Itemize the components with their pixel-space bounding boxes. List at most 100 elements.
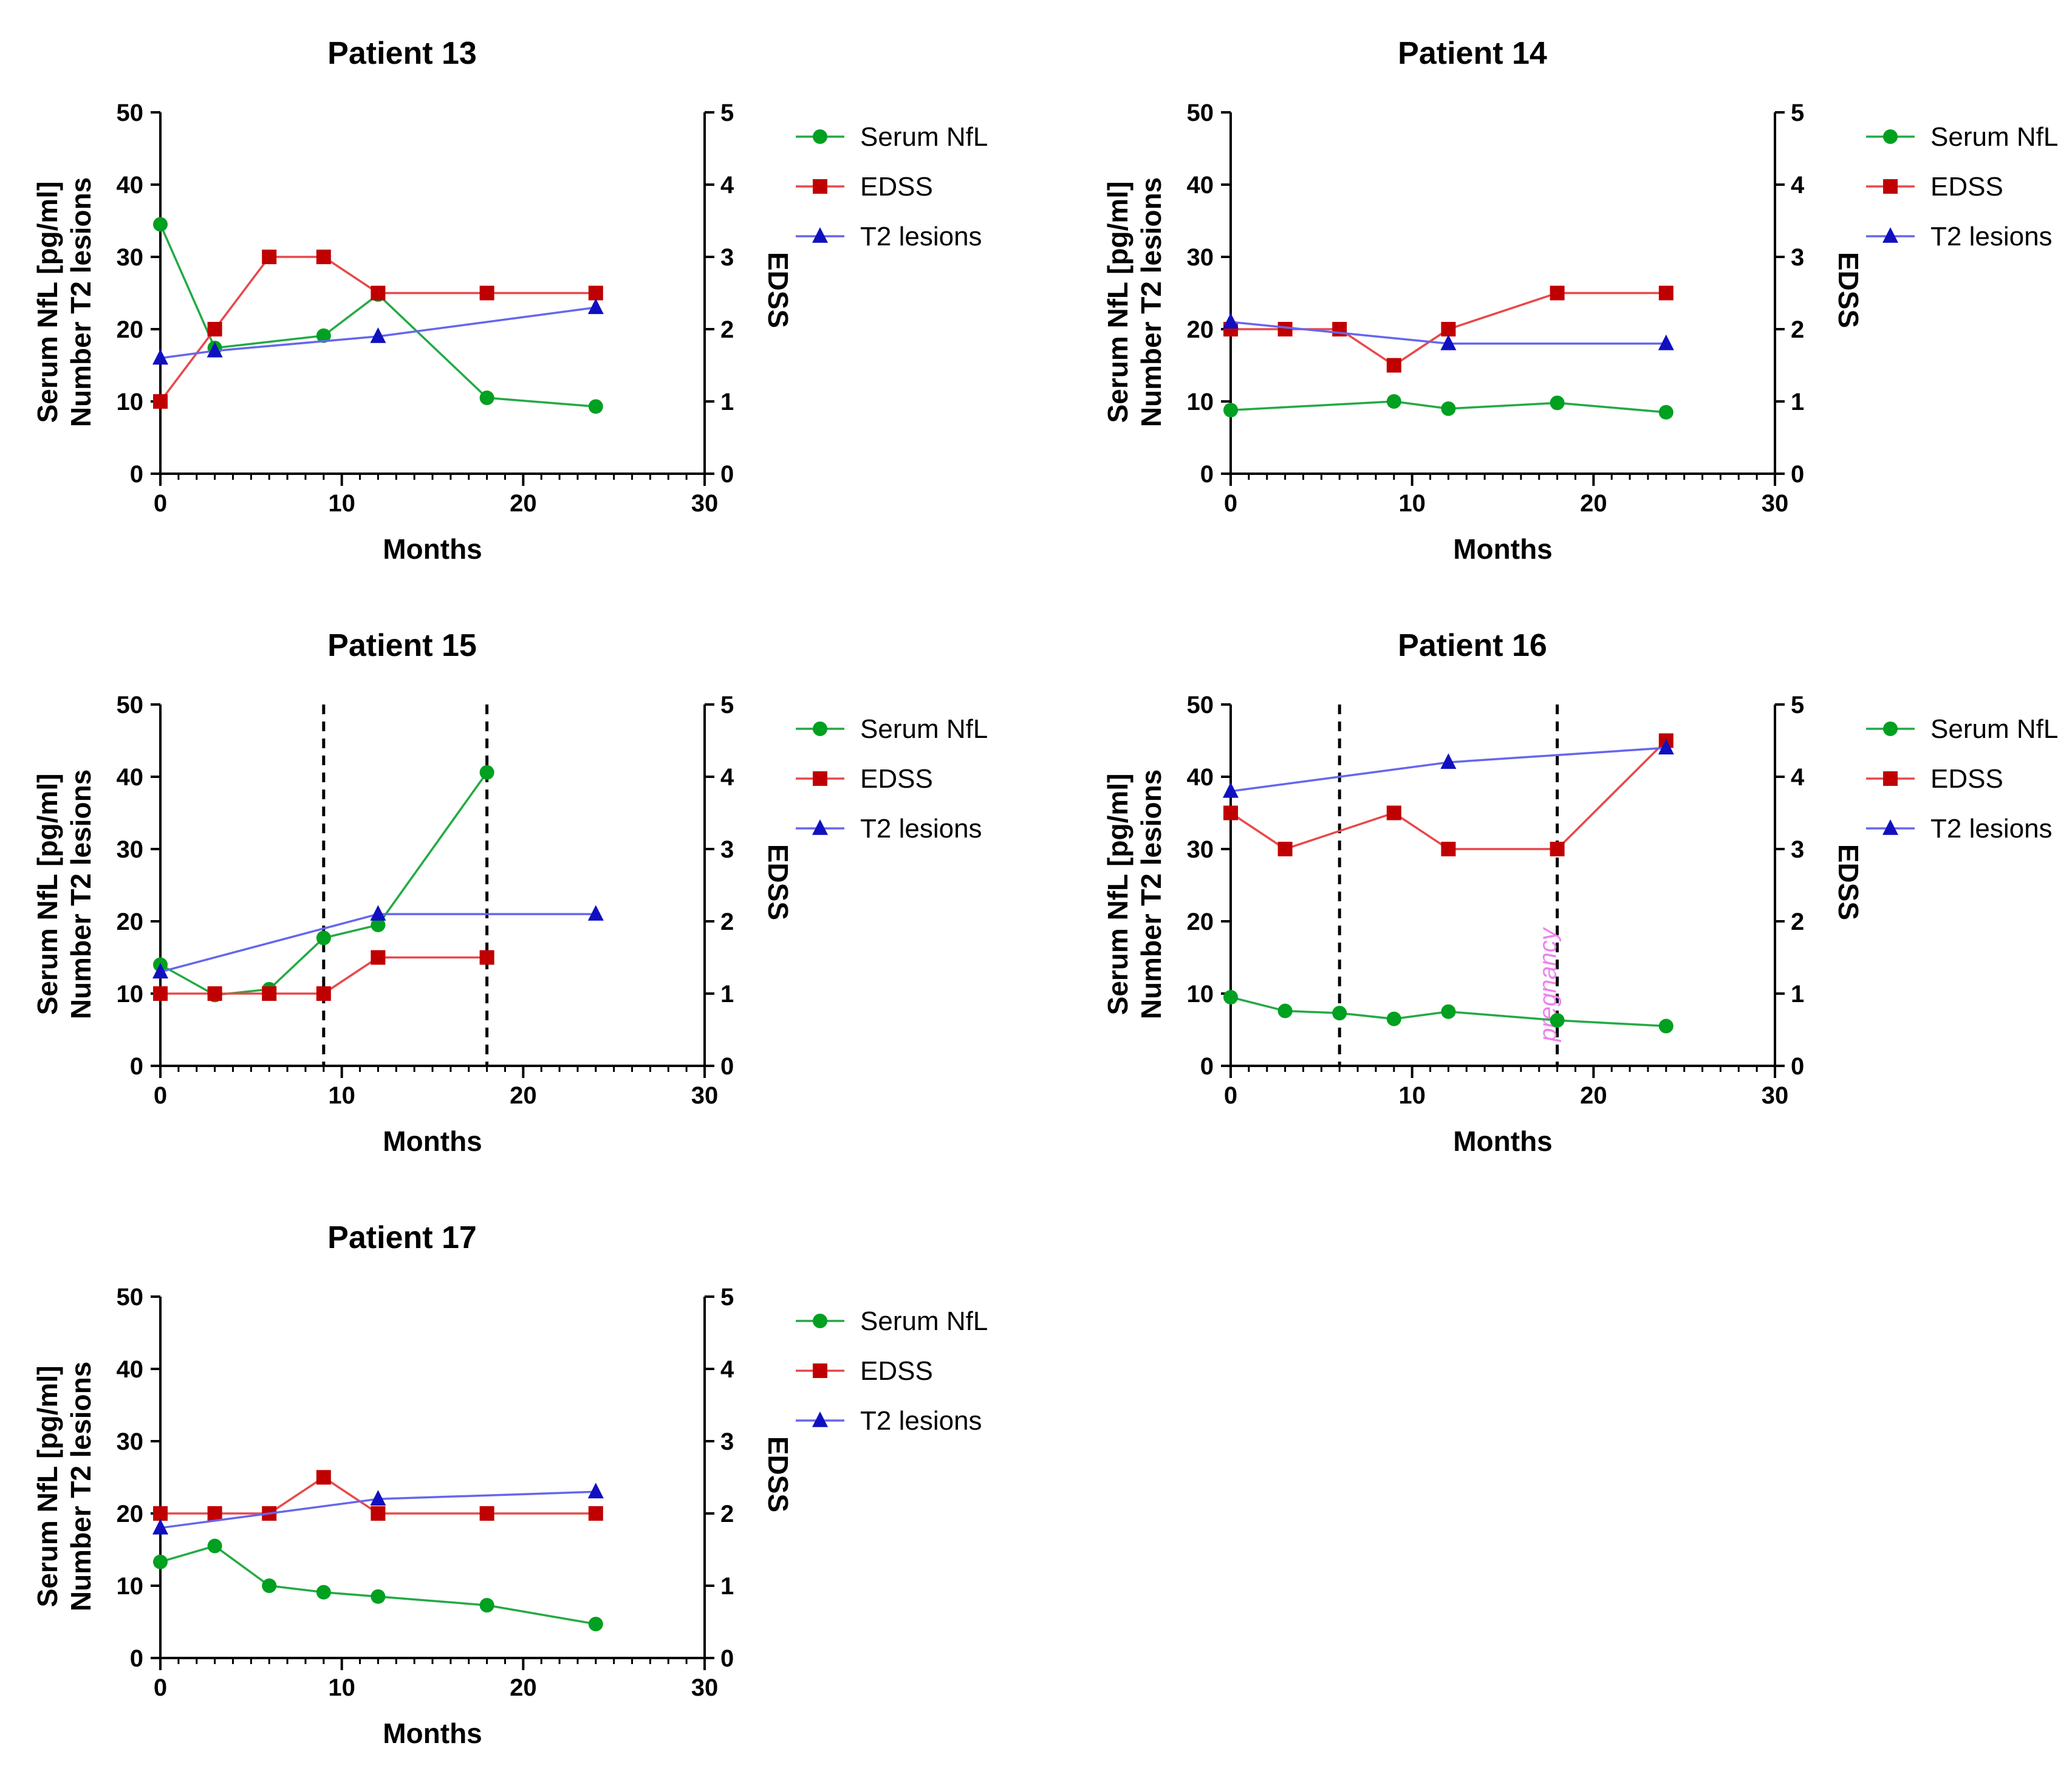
triangle-icon [1882, 819, 1898, 835]
chart-title: Patient 16 [1398, 628, 1547, 663]
data-point [587, 905, 604, 921]
legend-entry: Serum NfL [1866, 122, 2058, 152]
x-tick-label: 0 [1224, 1082, 1237, 1109]
data-point [1332, 1006, 1347, 1021]
data-point [588, 1617, 603, 1632]
y-axis-label-line1: Serum NfL [pg/ml] [32, 1366, 63, 1608]
data-point [587, 298, 604, 315]
chart-title: Patient 13 [327, 36, 477, 71]
data-point [316, 250, 331, 264]
legend-entry: T2 lesions [796, 222, 982, 251]
left-tick-label: 0 [1200, 461, 1214, 488]
data-point [207, 322, 222, 336]
data-point [207, 1538, 222, 1554]
legend-label: EDSS [860, 172, 933, 202]
right-tick-label: 5 [1791, 100, 1804, 126]
data-point [1223, 805, 1238, 820]
square-icon [1883, 771, 1898, 786]
circle-icon [1883, 722, 1898, 736]
data-point [153, 1554, 168, 1569]
y-axis-label-line2: Number T2 lesions [65, 177, 97, 428]
x-axis-label: Months [383, 1718, 482, 1749]
left-tick-label: 10 [117, 981, 144, 1008]
left-tick-label: 10 [117, 389, 144, 415]
right-tick-label: 5 [720, 1284, 734, 1311]
right-tick-label: 1 [1791, 981, 1804, 1008]
right-tick-label: 1 [1791, 389, 1804, 415]
left-tick-label: 20 [117, 1501, 144, 1527]
data-point [1550, 1013, 1565, 1028]
left-tick-label: 20 [117, 316, 144, 343]
x-tick-label: 30 [691, 490, 719, 517]
legend-entry: Serum NfL [796, 714, 988, 744]
y-axis-label-line2: Number T2 lesions [65, 1362, 97, 1612]
right-tick-label: 2 [720, 1501, 734, 1527]
legend-entry: T2 lesions [796, 814, 982, 844]
right-tick-label: 3 [720, 1428, 734, 1455]
right-tick-label: 2 [1791, 909, 1804, 935]
data-point [1441, 401, 1456, 416]
left-tick-label: 40 [117, 172, 144, 199]
series-line [159, 223, 596, 408]
legend-label: T2 lesions [860, 814, 982, 844]
data-point [1277, 322, 1293, 336]
data-point [370, 1490, 386, 1506]
left-tick-label: 50 [1187, 692, 1214, 718]
right-tick-label: 5 [720, 100, 734, 126]
circle-icon [813, 722, 827, 736]
data-point [1550, 285, 1565, 301]
legend-entry: Serum NfL [796, 1306, 988, 1336]
series-edss [1223, 285, 1674, 373]
right-tick-label: 4 [720, 764, 734, 791]
legend-label: Serum NfL [860, 122, 988, 152]
legend-entry: EDSS [796, 1356, 933, 1386]
data-point [153, 217, 168, 232]
data-point [262, 986, 277, 1001]
data-point [587, 1482, 604, 1499]
chart-title: Patient 15 [327, 628, 477, 663]
right-tick-label: 2 [720, 316, 734, 343]
data-point [1386, 1011, 1401, 1026]
legend-label: Serum NfL [1930, 714, 2058, 744]
data-point [1658, 739, 1674, 755]
series-t2-lesions [152, 298, 604, 365]
data-point [371, 285, 386, 301]
x-tick-label: 30 [691, 1674, 719, 1701]
data-point [1277, 842, 1293, 856]
data-point [207, 341, 223, 358]
right-tick-label: 0 [1791, 1053, 1804, 1080]
data-point [479, 285, 494, 301]
legend-label: T2 lesions [860, 222, 982, 251]
data-point [1441, 1004, 1456, 1019]
square-icon [813, 179, 827, 194]
left-tick-label: 0 [1200, 1053, 1214, 1080]
data-point [371, 1589, 386, 1604]
data-point [316, 1470, 331, 1485]
data-point [152, 963, 168, 979]
data-point [153, 394, 168, 409]
left-tick-label: 40 [117, 1356, 144, 1383]
series-line [160, 306, 597, 360]
right-tick-label: 3 [1791, 244, 1804, 271]
y-axis-label-line2: Number T2 lesions [1135, 177, 1167, 428]
data-point [1223, 989, 1238, 1005]
x-axis-label: Months [383, 1125, 482, 1157]
data-point [152, 1518, 168, 1535]
series-edss [153, 250, 603, 409]
right-tick-label: 5 [1791, 692, 1804, 718]
legend-label: T2 lesions [1930, 814, 2053, 844]
right-tick-label: 4 [1791, 172, 1805, 199]
x-tick-label: 30 [1762, 1082, 1789, 1109]
legend-entry: EDSS [796, 764, 933, 794]
left-tick-label: 20 [1187, 316, 1214, 343]
right-tick-label: 3 [720, 836, 734, 863]
left-tick-label: 30 [1187, 836, 1214, 863]
x-tick-label: 0 [1224, 490, 1237, 517]
data-point [1277, 1003, 1293, 1018]
x-tick-label: 10 [328, 1082, 355, 1109]
x-axis-label: Months [1453, 1125, 1553, 1157]
circle-icon [1883, 129, 1898, 144]
series-line [160, 771, 488, 997]
